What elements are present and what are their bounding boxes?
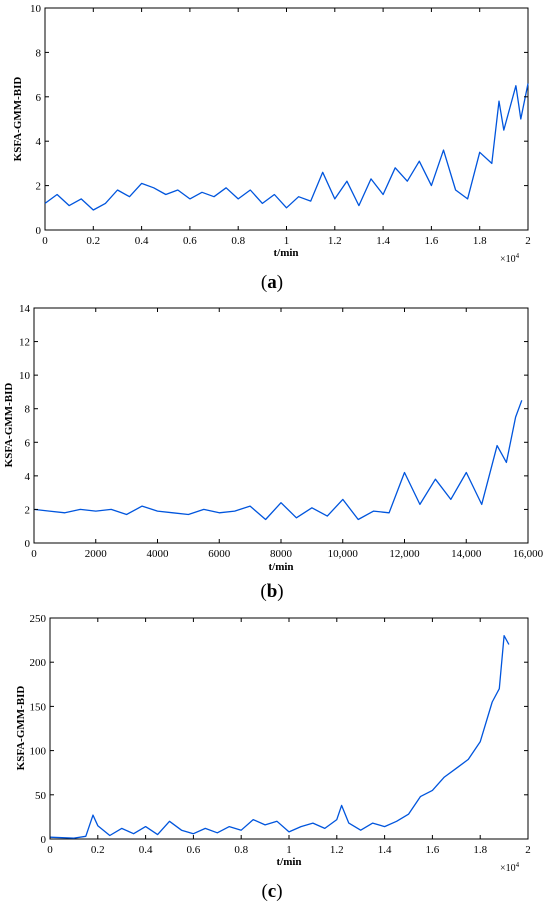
x-axis-label-b: t/min — [268, 561, 293, 573]
x-axis-ticks-a: 0 0.2 0.4 0.6 0.8 1 1.2 1.4 1.6 1.8 2 — [42, 8, 531, 247]
x-axis-label-a: t/min — [273, 247, 298, 259]
y-axis-label-c: KSFA-GMM-BID — [15, 686, 27, 771]
series-line-a — [44, 83, 529, 211]
plot-area-a — [44, 7, 529, 231]
y-tick-label-b: 8 — [25, 404, 31, 416]
x-tick-label-a: 2 — [525, 235, 531, 247]
x-axis-ticks-b: 0 2000 4000 6000 8000 10,000 12,000 14,000 16,00… — [31, 308, 544, 560]
x-tick-label-c: 0 — [47, 844, 53, 856]
x-tick-label-c: 0.2 — [91, 844, 105, 856]
x-tick-label-a: 0.4 — [135, 235, 149, 247]
y-tick-label-a: 10 — [30, 3, 42, 15]
x-tick-label-b: 0 — [31, 548, 37, 560]
y-tick-label-c: 250 — [30, 613, 47, 625]
y-tick-label-b: 6 — [25, 437, 31, 449]
panel-caption-b: (b) — [260, 581, 283, 602]
x-tick-label-b: 2000 — [85, 548, 108, 560]
x-tick-label-b: 8000 — [270, 548, 293, 560]
y-tick-label-c: 100 — [30, 746, 47, 758]
x-tick-label-b: 14,000 — [451, 548, 482, 560]
plot-area-c — [49, 617, 529, 840]
y-tick-label-b: 4 — [25, 471, 31, 483]
x-tick-label-c: 1.2 — [330, 844, 344, 856]
y-tick-label-b: 2 — [25, 504, 31, 516]
y-tick-label-a: 4 — [36, 136, 42, 148]
y-tick-label-c: 50 — [35, 790, 47, 802]
x-tick-label-a: 1.8 — [473, 235, 487, 247]
y-tick-label-a: 0 — [36, 225, 42, 237]
x-tick-label-a: 0.6 — [183, 235, 197, 247]
x-axis-multiplier-c: ×104 — [500, 861, 520, 874]
y-tick-label-c: 200 — [30, 657, 47, 669]
y-tick-label-a: 2 — [36, 181, 42, 193]
x-tick-label-c: 2 — [525, 844, 531, 856]
plot-area-b — [33, 307, 529, 544]
x-axis-label-c: t/min — [276, 856, 301, 868]
y-tick-label-b: 12 — [19, 337, 30, 349]
y-tick-label-b: 0 — [25, 538, 31, 550]
panel-caption-a: (a) — [261, 272, 283, 293]
chart-panel-c: 0 0.2 0.4 0.6 0.8 1 1.2 1.4 1.6 1.8 2 0 50 100 150 200… — [15, 613, 531, 902]
y-axis-label-b: KSFA-GMM-BID — [3, 383, 15, 468]
x-tick-label-b: 6000 — [208, 548, 231, 560]
x-tick-label-a: 0 — [42, 235, 48, 247]
y-tick-label-a: 6 — [36, 92, 42, 104]
y-axis-ticks-c: 0 50 100 150 200 250 — [30, 613, 528, 846]
x-tick-label-a: 1.2 — [328, 235, 342, 247]
x-tick-label-a: 0.2 — [86, 235, 100, 247]
x-tick-label-b: 10,000 — [328, 548, 359, 560]
chart-panel-b: 0 2000 4000 6000 8000 10,000 12,000 14,000 16,00… — [3, 303, 544, 602]
x-tick-label-c: 1 — [286, 844, 292, 856]
x-tick-label-a: 0.8 — [231, 235, 245, 247]
panel-caption-c: (c) — [261, 881, 282, 902]
x-axis-ticks-c: 0 0.2 0.4 0.6 0.8 1 1.2 1.4 1.6 1.8 2 — [47, 618, 531, 856]
chart-panel-a: 0 0.2 0.4 0.6 0.8 1 1.2 1.4 1.6 1.8 2 0 2 4 6 8 10 t/mi… — [12, 3, 531, 293]
y-axis-label-a: KSFA-GMM-BID — [12, 77, 24, 162]
x-tick-label-b: 4000 — [147, 548, 170, 560]
x-tick-label-c: 0.4 — [139, 844, 153, 856]
x-tick-label-c: 1.6 — [426, 844, 440, 856]
x-tick-label-c: 1.4 — [378, 844, 392, 856]
series-line-c — [49, 635, 510, 839]
y-axis-ticks-a: 0 2 4 6 8 10 — [30, 3, 528, 237]
x-tick-label-a: 1 — [284, 235, 290, 247]
x-tick-label-c: 0.6 — [187, 844, 201, 856]
x-tick-label-c: 1.8 — [473, 844, 487, 856]
x-tick-label-b: 16,000 — [513, 548, 544, 560]
y-axis-ticks-b: 0 2 4 6 8 10 12 14 — [19, 303, 528, 550]
y-tick-label-c: 150 — [30, 701, 47, 713]
x-tick-label-b: 12,000 — [389, 548, 420, 560]
x-tick-label-c: 0.8 — [234, 844, 248, 856]
x-tick-label-a: 1.4 — [376, 235, 390, 247]
x-tick-label-a: 1.6 — [425, 235, 439, 247]
y-tick-label-a: 8 — [36, 47, 42, 59]
series-line-b — [33, 400, 523, 521]
y-tick-label-c: 0 — [41, 834, 47, 846]
y-tick-label-b: 14 — [19, 303, 31, 315]
y-tick-label-b: 10 — [19, 370, 31, 382]
x-axis-multiplier-a: ×104 — [500, 252, 520, 265]
